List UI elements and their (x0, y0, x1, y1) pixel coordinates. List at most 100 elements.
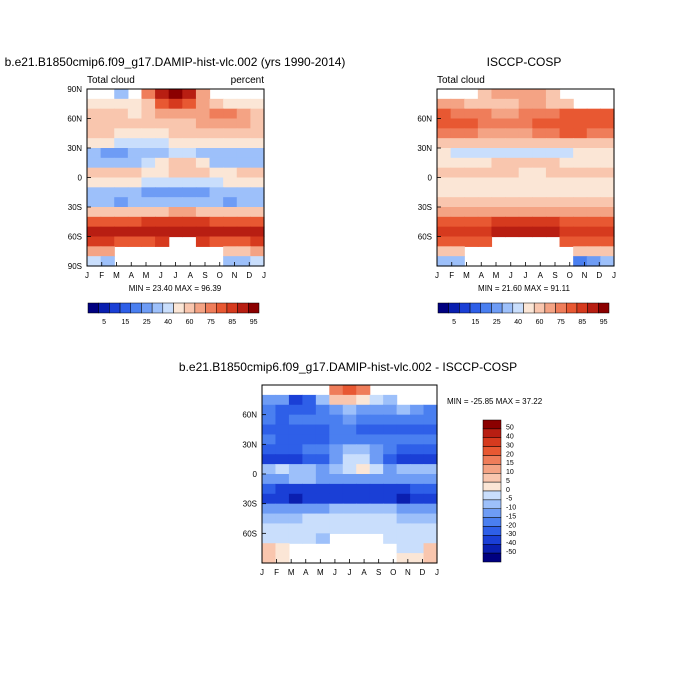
model-cell (182, 138, 197, 149)
diff-cell (315, 523, 330, 534)
diff-cell (410, 454, 425, 465)
diff-colorbar-label: 5 (506, 478, 510, 485)
model-cell (195, 118, 211, 129)
diff-cell (275, 543, 290, 554)
diff-cell (396, 533, 411, 544)
model-colorbar-swatch (98, 302, 110, 314)
obs-cell (477, 138, 493, 149)
model-cell (236, 187, 251, 198)
obs-cell (559, 98, 574, 110)
model-cell (195, 167, 211, 179)
model-y-tick-label: 90S (68, 262, 82, 271)
model-cell (236, 236, 251, 247)
obs-cell (559, 216, 574, 228)
diff-cell (410, 493, 425, 505)
diff-cell (410, 553, 425, 564)
model-cell (100, 98, 115, 110)
model-cell (209, 216, 224, 228)
model-cell (223, 177, 238, 188)
model-cell (100, 108, 115, 120)
diff-cell (329, 493, 344, 505)
model-cell (236, 157, 251, 169)
obs-cell (450, 167, 465, 179)
model-cell (168, 89, 183, 100)
model-cell (100, 167, 115, 179)
model-cell (223, 167, 238, 179)
obs-cell (573, 256, 588, 267)
model-cell (195, 108, 211, 120)
model-cell (114, 148, 129, 159)
diff-colorbar-swatch (482, 535, 502, 545)
obs-colorbar-swatch (598, 302, 610, 314)
diff-cell (288, 404, 303, 416)
model-cell (250, 167, 265, 179)
diff-cell (383, 404, 398, 416)
model-cell (236, 256, 251, 267)
diff-cell (302, 483, 317, 495)
obs-cell (477, 118, 493, 129)
model-cell (114, 187, 129, 198)
diff-cell (356, 493, 371, 505)
diff-cell (315, 444, 330, 455)
model-cell (209, 108, 224, 120)
model-cell (87, 148, 102, 159)
diff-x-tick-label: N (405, 568, 411, 577)
model-cell (100, 216, 115, 228)
model-cell (223, 148, 238, 159)
model-cell (223, 256, 238, 267)
obs-cell (477, 98, 493, 110)
diff-colorbar-label: -10 (506, 505, 516, 512)
model-cell (141, 197, 156, 208)
obs-cell (518, 207, 533, 218)
diff-cell (383, 474, 398, 485)
model-cell (182, 177, 197, 188)
obs-cell (532, 148, 547, 159)
model-cell (168, 128, 183, 139)
model-cell (127, 157, 143, 169)
obs-colorbar-swatch (566, 302, 578, 314)
diff-cell (262, 513, 277, 525)
diff-cell (342, 503, 357, 515)
obs-cell (600, 226, 615, 238)
diff-cell (342, 414, 357, 426)
diff-colorbar-swatch (482, 490, 502, 501)
obs-x-tick-label: D (596, 271, 602, 280)
diff-cell (356, 483, 371, 495)
model-cell (168, 216, 183, 228)
obs-cell (450, 207, 465, 218)
model-y-tick-label: 30N (67, 144, 82, 153)
model-cell (182, 89, 197, 100)
diff-colorbar-swatch (482, 552, 502, 563)
diff-colorbar-swatch (482, 464, 502, 474)
obs-cell (477, 108, 493, 120)
obs-colorbar-swatch (555, 302, 567, 314)
obs-cell (477, 128, 493, 139)
diff-cell (342, 385, 357, 396)
diff-cell (342, 464, 357, 475)
diff-title: b.e21.B1850cmip6.f09_g17.DAMIP-hist-vlc.… (179, 360, 517, 374)
model-colorbar-label: 40 (164, 319, 172, 326)
model-left-label: Total cloud (87, 75, 135, 86)
model-cell (114, 89, 129, 100)
diff-colorbar-swatch (482, 508, 502, 518)
model-cell (168, 207, 183, 218)
obs-colorbar-swatch (448, 302, 460, 314)
diff-colorbar-swatch (482, 419, 502, 430)
diff-cell (302, 533, 317, 544)
diff-cell (342, 523, 357, 534)
model-cell (223, 108, 238, 120)
diff-x-tick-label: F (274, 568, 279, 577)
obs-cell (545, 187, 561, 198)
model-cell (209, 207, 224, 218)
obs-cell (532, 89, 547, 100)
diff-cell (356, 474, 371, 485)
obs-colorbar-swatch (544, 302, 556, 314)
diff-cell (369, 513, 384, 525)
model-cell (114, 197, 129, 208)
model-cell (250, 246, 265, 257)
obs-cell (545, 226, 561, 238)
diff-cell (410, 483, 425, 495)
model-colorbar-swatch (151, 302, 164, 314)
obs-colorbar-swatch (437, 302, 449, 314)
diff-cell (275, 404, 290, 416)
